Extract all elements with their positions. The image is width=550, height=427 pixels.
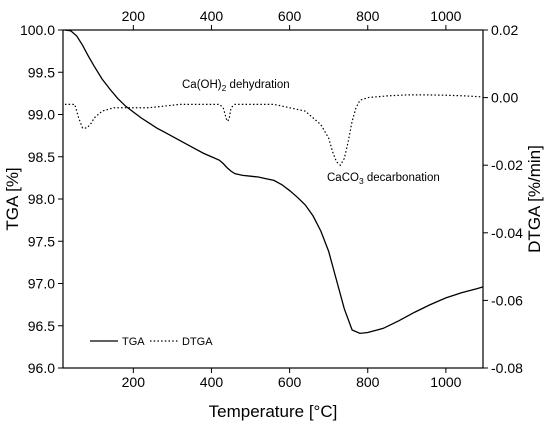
x-axis-title: Temperature [°C] [209,402,338,421]
x-tick-label-bottom: 1000 [430,374,461,390]
dtga-series-line [64,94,484,167]
x-tick-label-bottom: 400 [200,374,224,390]
x-tick-label-top: 600 [278,8,302,24]
annotation-caoh2-main: Ca(OH) [182,79,222,91]
annotation-caco3-rest: decarbonation [364,172,440,184]
annotation-caoh2-sub: 2 [222,83,227,93]
x-tick-label-top: 800 [356,8,380,24]
x-axis-bottom: 200 400 600 800 1000 [122,368,462,390]
y-left-tick-label: 97.0 [28,276,55,292]
legend-tga-label: TGA [122,336,145,348]
x-tick-label-top: 400 [200,8,224,24]
y-right-tick-label: -0.06 [491,292,523,308]
y-axis-left: 96.0 96.5 97.0 97.5 98.0 98.5 99.0 99.5 100.0 [20,22,63,376]
annotation-caoh2-rest: dehydration [226,79,289,91]
annotation-caoh2: Ca(OH)2 dehydration [182,79,290,93]
x-tick-label-bottom: 600 [278,374,302,390]
x-tick-label-bottom: 200 [122,374,146,390]
y-right-tick-label: -0.02 [491,157,523,173]
annotation-caco3-main: CaCO [327,172,359,184]
y-right-tick-label: 0.00 [491,90,518,106]
x-tick-label-top: 200 [122,8,146,24]
y-left-tick-label: 98.0 [28,191,55,207]
y-left-tick-label: 100.0 [20,22,55,38]
y-left-tick-label: 99.0 [28,107,55,123]
y-left-tick-label: 97.5 [28,233,55,249]
y-axis-right: -0.08 -0.06 -0.04 -0.02 0.00 0.02 [483,22,523,376]
y-left-axis-title: TGA [%] [3,167,22,230]
y-left-tick-label: 96.0 [28,360,55,376]
y-right-tick-label: 0.02 [491,22,518,38]
annotation-caco3-sub: 3 [359,176,364,186]
y-right-axis-title: DTGA [%/min] [525,145,544,253]
legend-dtga-label: DTGA [182,336,213,348]
y-left-tick-label: 96.5 [28,318,55,334]
y-right-tick-label: -0.08 [491,360,523,376]
y-right-tick-label: -0.04 [491,225,523,241]
y-left-tick-label: 99.5 [28,64,55,80]
tga-series-line [64,29,484,335]
legend: TGA DTGA [90,336,213,348]
annotation-caco3: CaCO3 decarbonation [327,172,440,186]
x-axis-top: 200 400 600 800 1000 [122,8,462,30]
x-tick-label-top: 1000 [430,8,461,24]
x-tick-label-bottom: 800 [356,374,380,390]
y-left-tick-label: 98.5 [28,149,55,165]
